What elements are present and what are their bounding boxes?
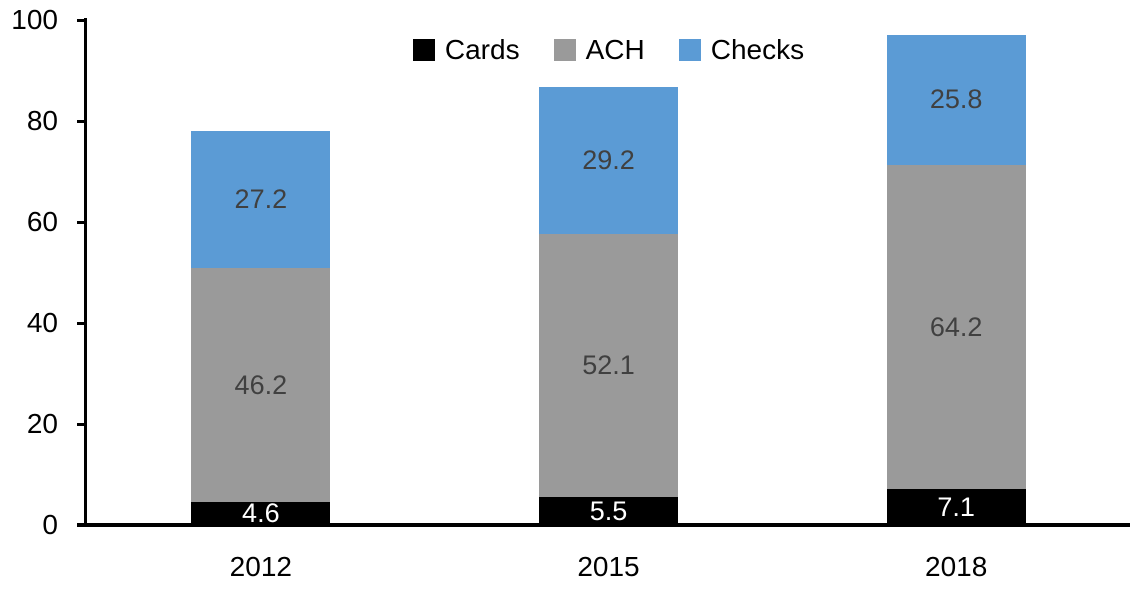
bar-value-label: 64.2	[929, 311, 983, 342]
bar-stack: 5.5 52.1 29.2	[539, 86, 678, 525]
bar-value-label: 25.8	[929, 84, 983, 115]
legend-item: Checks	[678, 34, 805, 65]
y-tick	[77, 422, 87, 426]
bar-segment-cards: 7.1	[886, 489, 1026, 525]
bar-segment-ach: 64.2	[886, 164, 1026, 490]
legend: Cards ACH Checks	[87, 34, 1130, 66]
y-tick-label: 40	[26, 307, 58, 338]
bar-segment-cards: 4.6	[191, 497, 331, 528]
legend-swatch-icon	[678, 39, 701, 61]
bar-stack: 4.6 46.2 27.2	[191, 131, 331, 528]
bar-segment-checks: 25.8	[886, 34, 1026, 165]
y-tick	[77, 18, 87, 22]
x-axis-line	[77, 523, 1130, 527]
y-tick-label: 100	[11, 4, 58, 35]
bar-value-label: 46.2	[234, 369, 288, 400]
legend-item: Cards	[412, 34, 520, 65]
bar-stack: 7.1 64.2 25.8	[886, 34, 1026, 525]
y-tick-label: 0	[42, 509, 58, 540]
legend-swatch-icon	[553, 39, 576, 61]
legend-label: Cards	[444, 34, 520, 65]
y-tick	[77, 321, 87, 325]
legend-item: ACH	[553, 34, 645, 65]
bar-value-label: 27.2	[234, 184, 288, 215]
bar-value-label: 7.1	[937, 491, 975, 522]
legend-label: Checks	[710, 34, 805, 65]
bar-value-label: 52.1	[582, 350, 635, 381]
y-tick-label: 80	[26, 105, 58, 136]
y-tick-label: 60	[26, 206, 58, 237]
x-category-label: 2015	[577, 551, 640, 582]
y-tick-label: 20	[26, 408, 58, 439]
legend-swatch-icon	[412, 39, 435, 61]
bar-segment-ach: 46.2	[191, 268, 331, 502]
y-tick	[77, 523, 87, 527]
bar-value-label: 5.5	[589, 495, 628, 526]
x-category-label: 2012	[229, 551, 292, 582]
bar-segment-cards: 5.5	[539, 497, 678, 525]
bar-value-label: 4.6	[242, 497, 280, 528]
legend-label: ACH	[585, 34, 645, 65]
y-tick	[77, 220, 87, 224]
bar-segment-checks: 27.2	[191, 131, 331, 269]
y-tick	[77, 119, 87, 123]
bar-value-label: 29.2	[582, 144, 635, 175]
bar-segment-checks: 29.2	[539, 86, 678, 235]
x-category-label: 2018	[925, 551, 988, 582]
bar-segment-ach: 52.1	[539, 234, 678, 498]
y-axis-line	[84, 18, 87, 527]
